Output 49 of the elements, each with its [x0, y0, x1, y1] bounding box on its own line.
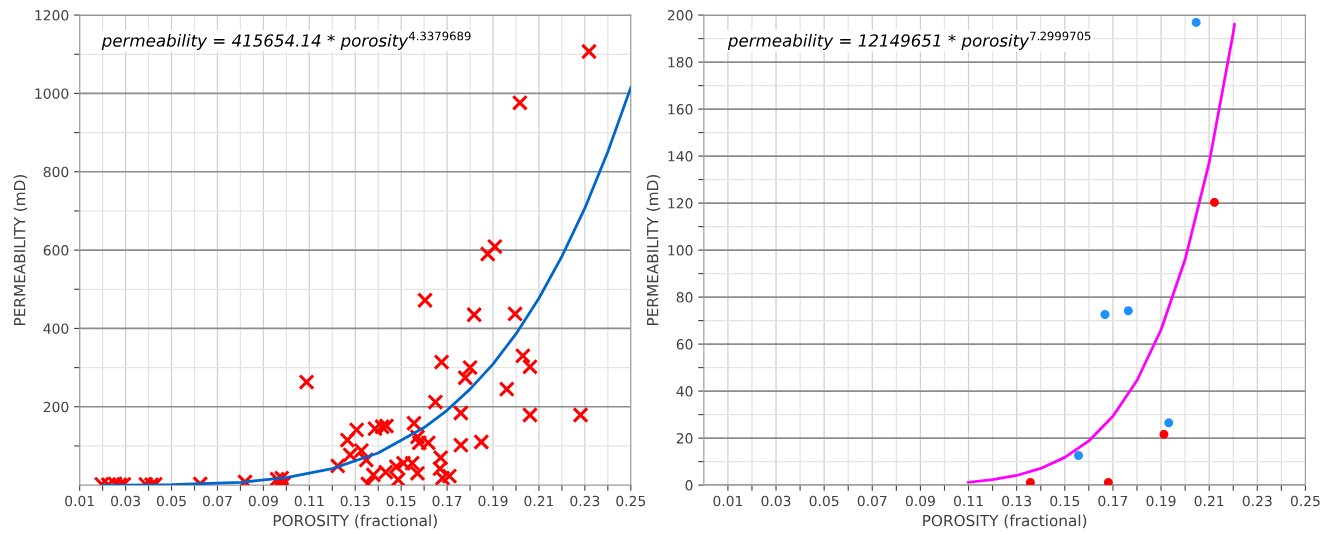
x-tick-label: 0.01 [65, 495, 94, 507]
y-tick-label: 40 [676, 386, 693, 397]
y-axis-title: PERMEABILITY (mD) [13, 174, 28, 326]
x-axis-title: POROSITY (fractional) [273, 514, 437, 529]
x-tick-label: 0.05 [156, 495, 186, 507]
x-tick-label: 0.11 [953, 495, 983, 507]
x-tick-label: 0.07 [202, 495, 232, 507]
x-tick-label: 0.21 [1194, 495, 1224, 507]
x-tick-label: 0.17 [1098, 495, 1128, 507]
x-tick-label: 0.07 [857, 495, 887, 507]
y-tick-label: 160 [668, 104, 693, 115]
x-tick-label: 0.03 [761, 495, 791, 507]
x-tick-label: 0.25 [1290, 495, 1320, 507]
x-tick-label: 0.09 [905, 495, 935, 507]
x-tick-label: 0.19 [1146, 495, 1176, 507]
y-tick-label: 200 [43, 401, 69, 413]
y-tick-label: 20 [676, 433, 693, 444]
x-tick-label: 0.09 [248, 495, 278, 507]
y-tick-label: 140 [668, 151, 693, 162]
y-tick-label: 600 [43, 245, 69, 256]
x-tick-label: 0.23 [1242, 495, 1272, 507]
y-tick-label: 80 [676, 292, 693, 303]
y-tick-label: 1000 [35, 88, 69, 99]
x-tick-label: 0.03 [111, 495, 140, 507]
x-tick-label: 0.15 [1050, 495, 1080, 507]
x-tick-label: 0.21 [524, 495, 554, 507]
x-tick-label: 0.17 [432, 495, 462, 507]
y-tick-label: 200 [667, 10, 693, 21]
y-tick-label: 1200 [35, 10, 69, 21]
y-axis-title: PERMEABILITY (mD) [646, 174, 661, 326]
x-tick-label: 0.25 [616, 495, 646, 507]
x-tick-label: 0.13 [340, 495, 370, 507]
x-tick-label: 0.01 [713, 495, 743, 507]
y-tick-label: 120 [668, 198, 693, 209]
y-tick-label: 100 [668, 245, 693, 256]
y-tick-label: 400 [43, 323, 69, 334]
x-tick-label: 0.23 [570, 495, 600, 507]
x-tick-label: 0.15 [386, 495, 416, 507]
y-tick-label: 0 [685, 480, 693, 491]
x-tick-label: 0.11 [294, 495, 324, 507]
x-tick-label: 0.13 [1002, 495, 1032, 507]
y-tick-label: 800 [43, 166, 69, 178]
annotation: permeability = 12149651 * porosity$^{7.2999705}$ [727, 31, 1091, 51]
y-tick-label: 60 [676, 339, 693, 350]
annotation: permeability = 415654.14 * porosity$^{4.3379689}$ [101, 31, 471, 51]
x-tick-label: 0.19 [478, 495, 508, 507]
x-axis-title: POROSITY (fractional) [923, 514, 1087, 529]
y-tick-label: 180 [668, 57, 693, 68]
x-tick-label: 0.05 [809, 495, 839, 507]
